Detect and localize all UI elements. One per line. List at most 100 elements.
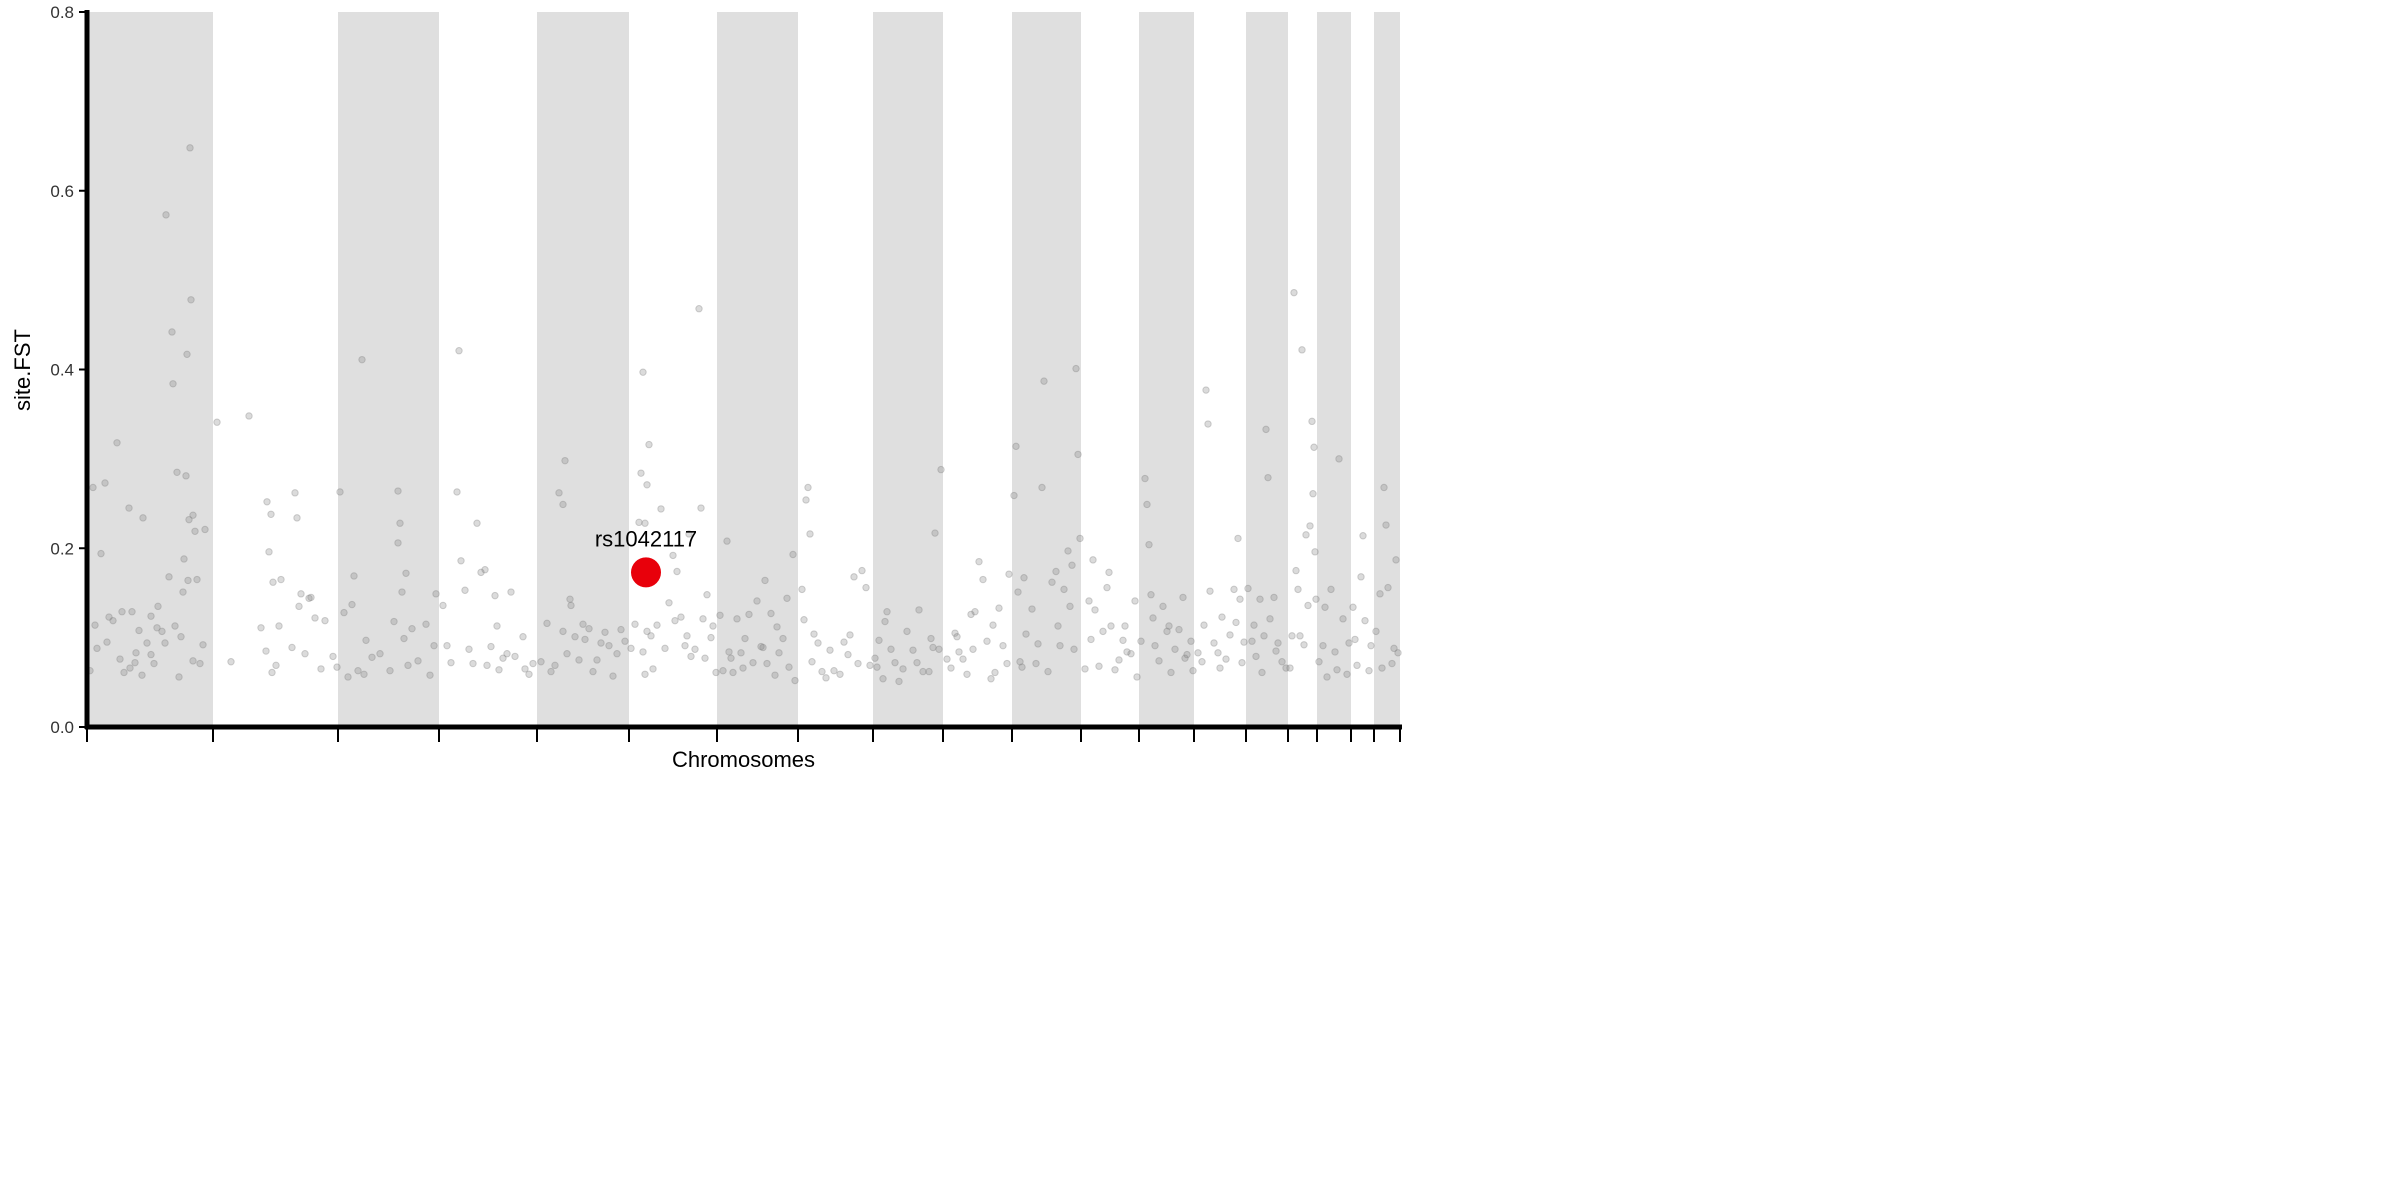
data-point: [376, 650, 384, 658]
data-point: [1056, 641, 1064, 650]
data-point: [150, 659, 158, 668]
data-point: [873, 663, 881, 671]
chromosome-bands: [87, 12, 1400, 727]
data-point: [1365, 666, 1373, 675]
data-point: [537, 658, 545, 666]
data-point: [641, 670, 649, 678]
data-point: [329, 652, 337, 661]
data-point: [639, 648, 647, 656]
data-point: [1123, 648, 1131, 656]
y-axis-title: site.FST: [10, 329, 35, 411]
data-point: [1206, 587, 1214, 595]
data-point: [1137, 637, 1145, 645]
data-point: [913, 658, 921, 667]
data-point: [1250, 621, 1258, 629]
data-point: [483, 661, 491, 670]
data-point: [262, 647, 270, 655]
data-point: [293, 514, 301, 522]
data-point: [277, 575, 285, 584]
data-point: [333, 663, 341, 671]
data-point: [348, 600, 356, 609]
data-point: [850, 573, 858, 581]
data-point: [461, 586, 469, 594]
data-point: [295, 602, 303, 611]
data-point: [521, 665, 529, 673]
data-point: [601, 628, 609, 636]
data-point: [1390, 644, 1398, 653]
data-point: [189, 657, 197, 665]
data-point: [631, 620, 639, 628]
data-point: [1315, 658, 1323, 666]
data-point: [1236, 595, 1244, 603]
data-point: [1018, 663, 1026, 671]
chromosome-band-5: [537, 12, 629, 727]
data-point: [173, 468, 181, 476]
data-point: [495, 666, 503, 674]
data-point: [422, 620, 430, 628]
data-point: [701, 654, 709, 662]
data-point: [265, 548, 273, 556]
data-point: [1232, 618, 1240, 627]
data-point: [1304, 601, 1312, 610]
y-axis-ticks: 0.0 0.2 0.4 0.6 0.8: [50, 3, 87, 737]
data-point: [131, 658, 139, 667]
data-point: [1312, 595, 1320, 603]
data-point: [350, 572, 358, 580]
data-point: [757, 642, 765, 651]
data-point: [1070, 645, 1078, 653]
data-point: [171, 622, 179, 630]
data-point: [1388, 659, 1396, 668]
data-point: [649, 665, 657, 673]
data-point: [340, 608, 348, 617]
data-point: [547, 667, 555, 676]
data-point: [186, 144, 194, 152]
data-point: [761, 576, 769, 585]
highlight-point[interactable]: [631, 557, 661, 588]
data-point: [657, 505, 665, 513]
data-point: [165, 573, 173, 581]
chromosome-band-19: [1374, 12, 1400, 727]
data-point: [430, 641, 438, 650]
data-point: [311, 614, 319, 622]
data-point: [404, 661, 412, 670]
data-point: [1378, 664, 1386, 672]
data-point: [773, 623, 781, 631]
data-point: [199, 641, 207, 649]
data-point: [767, 609, 775, 618]
data-point: [802, 496, 810, 504]
data-point: [469, 659, 477, 668]
data-point: [1198, 658, 1206, 666]
data-point: [1068, 561, 1076, 569]
data-point: [191, 527, 199, 535]
data-point: [581, 635, 589, 644]
data-point: [967, 610, 975, 619]
data-point: [840, 638, 848, 646]
data-point: [858, 566, 866, 575]
data-point: [645, 440, 653, 449]
data-point: [647, 632, 655, 640]
data-point: [669, 551, 677, 560]
data-point: [899, 665, 907, 673]
data-point: [1194, 649, 1202, 657]
data-point: [125, 504, 133, 512]
data-point: [443, 641, 451, 650]
data-point: [400, 634, 408, 643]
data-point: [1343, 670, 1351, 678]
data-point: [1032, 659, 1040, 668]
data-point: [1064, 547, 1072, 555]
data-point: [213, 418, 221, 426]
data-point: [613, 650, 621, 658]
data-point: [336, 488, 344, 496]
data-point: [447, 658, 455, 667]
data-point: [571, 633, 579, 641]
data-point: [915, 606, 923, 614]
data-point: [671, 616, 679, 625]
data-point: [1266, 615, 1274, 623]
data-point: [1302, 531, 1310, 539]
data-point: [963, 670, 971, 678]
data-point: [414, 657, 422, 665]
data-point: [511, 652, 519, 661]
data-point: [723, 537, 731, 545]
data-point: [185, 515, 193, 524]
data-point: [719, 666, 727, 675]
